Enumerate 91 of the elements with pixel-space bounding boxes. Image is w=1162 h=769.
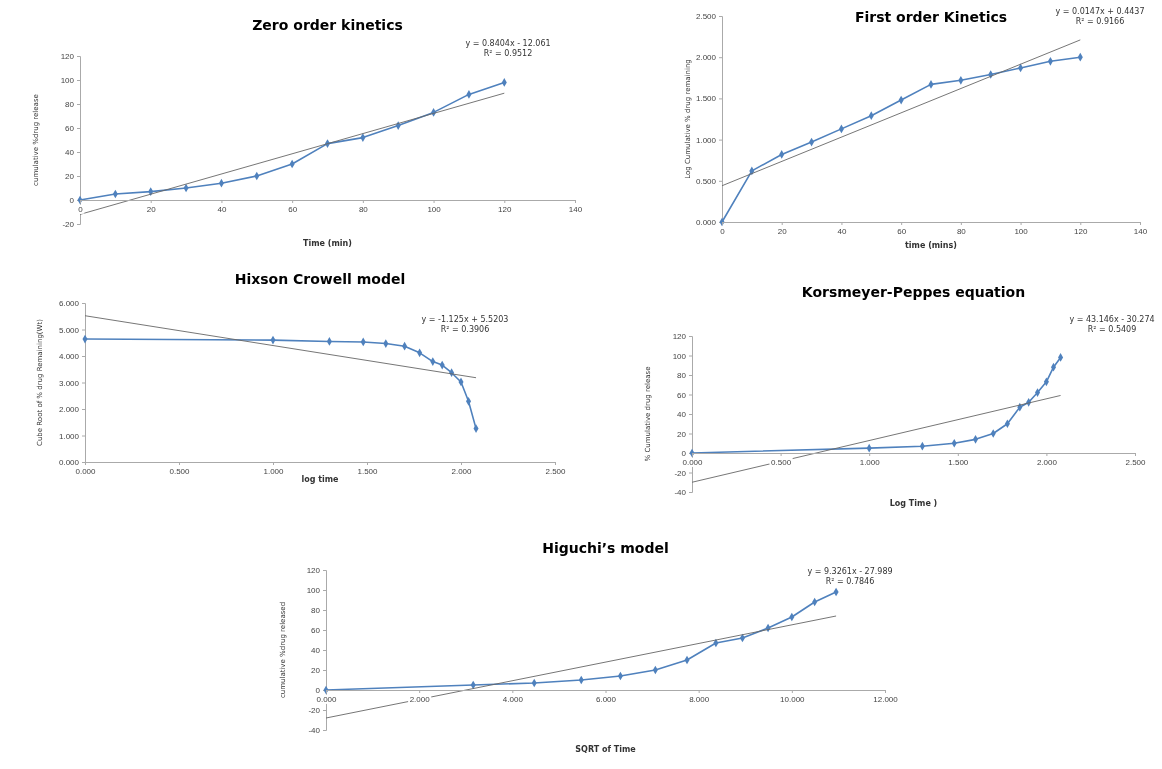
x-tick-label: 120: [498, 204, 512, 214]
y-tick-label: 20: [311, 666, 321, 676]
x-tick-label: 140: [1133, 226, 1148, 236]
y-tick-label: 4.000: [58, 352, 80, 362]
x-tick-label: 140: [568, 204, 583, 214]
chart-title: Zero order kinetics: [252, 17, 403, 33]
x-axis-title: Time (min): [303, 239, 352, 248]
y-tick-label: 80: [65, 100, 75, 110]
y-tick-label: 0.500: [695, 176, 717, 186]
y-tick-label: 60: [65, 124, 75, 134]
x-tick-label: 60: [288, 204, 298, 214]
annotation: R² = 0.3906: [440, 325, 490, 334]
x-tick-label: 80: [956, 226, 967, 236]
text: y = 0.0147x + 0.4437: [1055, 7, 1145, 16]
annotation: R² = 0.7846: [825, 577, 875, 586]
x-tick-label: 2.000: [451, 466, 473, 476]
x-tick-label: 0.500: [771, 457, 792, 467]
y-tick-label: 120: [672, 332, 687, 342]
chart-title: First order Kinetics: [854, 9, 1008, 25]
x-tick-label: 120: [1074, 226, 1088, 236]
text: R² = 0.5409: [1087, 325, 1137, 334]
y-tick-label: 80: [311, 606, 321, 616]
y-tick-label: 40: [65, 148, 75, 158]
x-tick-label: 0: [720, 226, 726, 236]
point: [1050, 362, 1057, 372]
y-tick-label: 60: [677, 390, 687, 400]
y-tick-label: 3.000: [58, 378, 80, 388]
y-tick-label: -20: [62, 220, 75, 230]
y-tick-label: -40: [308, 726, 321, 736]
x-tick-label: 20: [146, 204, 157, 214]
y-tick-label: 1.500: [695, 94, 717, 104]
x-tick-label: 80: [358, 204, 369, 214]
y-tick-label: 6.000: [58, 299, 80, 309]
x-tick-label: 100: [427, 204, 442, 214]
x-axis-title: Log Time ): [889, 499, 938, 508]
x-axis-title: SQRT of Time: [575, 745, 637, 754]
x-tick-label: 2.500: [1125, 457, 1147, 467]
y-tick-label: 0: [681, 449, 687, 459]
x-tick-label: 4.000: [502, 694, 524, 704]
y-tick-label: 0: [315, 686, 321, 696]
x-tick-label: 1.000: [859, 457, 881, 467]
y-tick-label: 1.000: [58, 431, 80, 441]
x-tick-label: 1.000: [263, 466, 285, 476]
x-tick-label: 1.500: [357, 466, 379, 476]
annotation: R² = 0.9512: [483, 49, 533, 58]
y-tick-label: -20: [308, 706, 321, 716]
x-tick-label: 40: [837, 226, 847, 236]
y-tick-label: 40: [311, 646, 321, 656]
x-tick-label: 2.500: [545, 466, 567, 476]
x-tick-label: 100: [1014, 226, 1029, 236]
y-tick-label: 20: [65, 172, 75, 182]
x-tick-label: 12.000: [873, 694, 899, 704]
y-tick-label: 2.000: [58, 405, 80, 415]
y-tick-label: -20: [674, 468, 687, 478]
chart-title: Hixson Crowell model: [234, 271, 406, 287]
y-tick-label: 1.000: [695, 135, 717, 145]
chart-title: Korsmeyer-Peppes equation: [801, 284, 1026, 300]
x-tick-label: 0.000: [75, 466, 97, 476]
y-tick-label: -40: [674, 488, 687, 498]
y-tick-label: 2.500: [695, 12, 717, 22]
y-tick-label: 5.000: [58, 325, 80, 335]
x-tick-label: 2.000: [1036, 457, 1058, 467]
y-tick-label: 100: [306, 586, 321, 596]
x-tick-label: 2.000: [409, 694, 431, 704]
x-tick-label: 60: [897, 226, 907, 236]
y-tick-label: 120: [60, 52, 75, 62]
x-tick-label: 40: [217, 204, 227, 214]
y-tick-label: 120: [306, 566, 321, 576]
annotation: y = -1.125x + 5.5203: [421, 315, 509, 324]
y-tick-label: 20: [677, 429, 687, 439]
x-axis-title: log time: [301, 475, 340, 484]
x-tick-label: 10.000: [780, 694, 806, 704]
y-tick-label: 2.000: [695, 53, 717, 63]
y-tick-label: 60: [311, 626, 321, 636]
chart-title: Higuchi’s model: [542, 540, 669, 556]
annotation: y = 9.3261x - 27.989: [807, 567, 893, 576]
x-tick-label: 1.500: [948, 457, 969, 467]
x-tick-label: 6.000: [595, 694, 617, 704]
text: y = 43.146x - 30.274: [1069, 315, 1155, 324]
y-tick-label: 80: [677, 371, 687, 381]
x-tick-label: 0.500: [169, 466, 191, 476]
annotation: R² = 0.9166: [1075, 17, 1125, 26]
x-axis-title: time (mins): [905, 241, 957, 250]
text: y = 0.8404x - 12.061: [465, 39, 551, 48]
y-tick-label: 40: [677, 410, 687, 420]
y-tick-label: 0.000: [695, 218, 717, 228]
x-tick-label: 8.000: [689, 694, 710, 704]
x-tick-label: 20: [777, 226, 788, 236]
y-tick-label: 0: [69, 196, 75, 206]
y-tick-label: 100: [672, 351, 687, 361]
y-tick-label: 100: [60, 76, 75, 86]
